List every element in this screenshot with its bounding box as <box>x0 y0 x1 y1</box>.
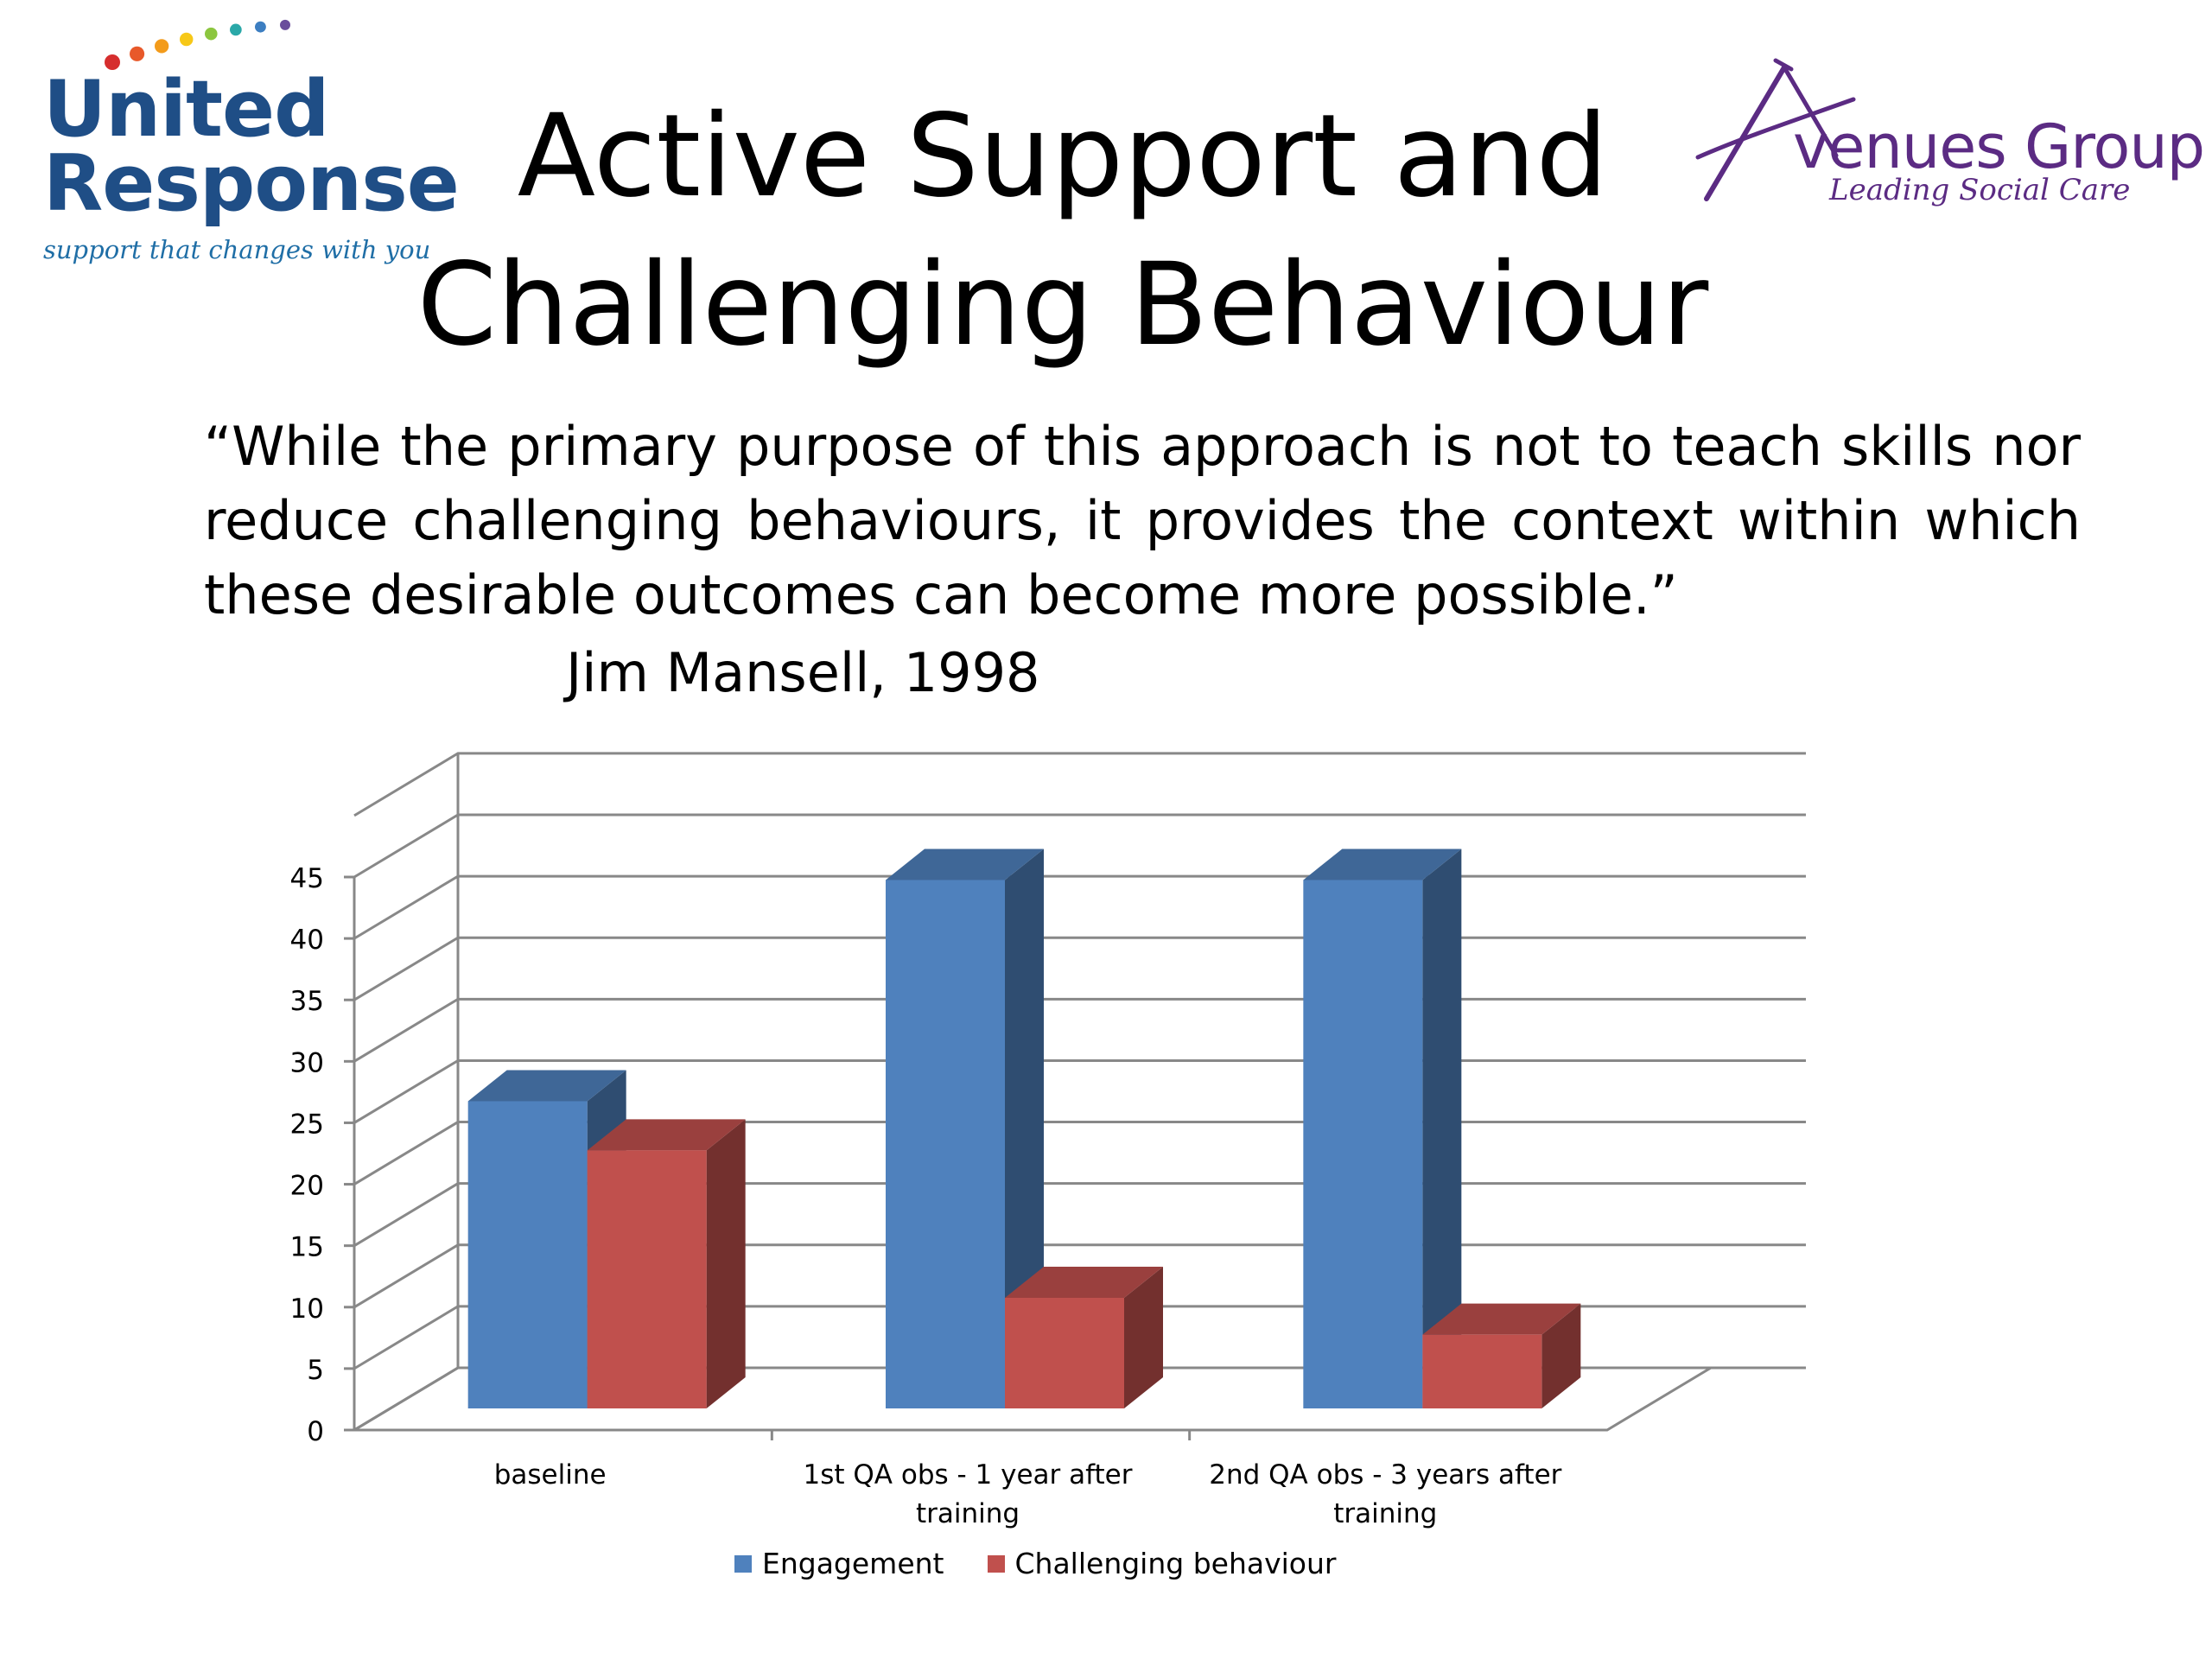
gridline <box>353 1305 1806 1370</box>
gridline <box>353 936 1806 1001</box>
gridline <box>353 1121 1806 1185</box>
logo-tagline: support that changes with you <box>43 235 431 264</box>
y-tick-label: 0 <box>307 1416 324 1447</box>
bar-challenging-behaviour <box>1005 1267 1163 1408</box>
bar-side-face <box>587 1070 626 1408</box>
bar-front-face <box>1303 880 1423 1408</box>
title-line-1: Active Support and <box>517 90 1609 223</box>
avenues-name: venues Group <box>1793 111 2205 182</box>
bar-top-face <box>1303 849 1462 880</box>
gridline <box>353 752 1806 817</box>
x-category-label: training <box>1333 1498 1437 1529</box>
avenues-a-mark <box>1695 58 1856 201</box>
slide-title: Active Support and Challenging Behaviour <box>406 82 1719 379</box>
logo-dot <box>105 54 120 70</box>
bar-top-face <box>1422 1303 1581 1335</box>
y-tick-label: 40 <box>290 925 324 956</box>
bar-side-face <box>706 1119 746 1408</box>
bar-side-face <box>1422 849 1462 1408</box>
gridline <box>353 1366 1806 1432</box>
bar-challenging-behaviour <box>587 1119 746 1408</box>
legend-swatch-engagement <box>734 1554 752 1573</box>
legend-item-engagement: Engagement <box>734 1547 944 1580</box>
bar-side-face <box>1541 1303 1581 1408</box>
logo-word-response: Response <box>43 138 460 229</box>
united-response-logo: United Response support that changes wit… <box>35 9 460 268</box>
bar-front-face <box>467 1101 588 1408</box>
y-tick-label: 25 <box>290 1109 324 1140</box>
quote-text: “While the primary purpose of this appro… <box>204 415 2081 626</box>
bar-side-face <box>1124 1267 1163 1408</box>
bar-side-face <box>1005 849 1044 1408</box>
bar-front-face <box>587 1150 707 1408</box>
y-tick-label: 20 <box>290 1171 324 1202</box>
quote-author: Jim Mansell, 1998 <box>566 641 1040 704</box>
y-tick-label: 5 <box>307 1355 324 1386</box>
bar-top-face <box>587 1119 746 1151</box>
bar-engagement <box>467 1070 626 1408</box>
y-tick-label: 35 <box>290 986 324 1017</box>
bar-top-face <box>886 849 1044 880</box>
logo-dot <box>280 19 290 30</box>
logo-dot <box>255 21 266 33</box>
gridline <box>353 874 1806 940</box>
x-category-label: 1st QA obs - 1 year after <box>804 1459 1133 1491</box>
x-category-label: training <box>916 1498 1020 1529</box>
title-line-2: Challenging Behaviour <box>416 238 1709 372</box>
x-category-label: 2nd QA obs - 3 years after <box>1209 1459 1561 1491</box>
y-tick-label: 45 <box>290 863 324 894</box>
bar-front-face <box>886 880 1005 1408</box>
bar-engagement <box>886 849 1044 1408</box>
x-category-label: baseline <box>494 1459 607 1491</box>
legend-item-challenging-behaviour: Challenging behaviour <box>987 1547 1337 1580</box>
avenues-group-logo: venues Group Leading Social Care <box>1689 52 2205 216</box>
colored-dots-arc <box>105 19 290 70</box>
logo-dot <box>130 46 145 61</box>
logo-dot <box>180 32 194 47</box>
y-tick-label: 15 <box>290 1232 324 1263</box>
legend-label-engagement: Engagement <box>762 1547 944 1580</box>
bar-front-face <box>1005 1298 1124 1408</box>
bar-front-face <box>1422 1334 1542 1408</box>
bar-challenging-behaviour <box>1422 1303 1581 1408</box>
avenues-tagline: Leading Social Care <box>1829 173 2131 207</box>
gridline <box>353 1243 1806 1309</box>
chart-legend: Engagement Challenging behaviour <box>734 1547 1379 1580</box>
gridline <box>353 997 1806 1063</box>
logo-word-united: United <box>43 64 329 155</box>
gridline <box>353 813 1806 879</box>
y-tick-label: 10 <box>290 1294 324 1325</box>
chart-floor <box>349 1366 1716 1432</box>
y-tick-label: 30 <box>290 1047 324 1078</box>
logo-dot <box>205 27 218 41</box>
logo-dot <box>230 23 242 36</box>
legend-label-challenging-behaviour: Challenging behaviour <box>1014 1547 1337 1580</box>
gridline <box>353 1182 1806 1247</box>
gridline <box>353 1058 1806 1124</box>
logo-dot <box>155 39 169 54</box>
bar-engagement <box>1303 849 1462 1408</box>
legend-swatch-challenging-behaviour <box>987 1554 1005 1573</box>
bar-top-face <box>467 1070 626 1102</box>
bar-top-face <box>1005 1267 1163 1298</box>
chart-side-wall <box>354 753 458 1430</box>
